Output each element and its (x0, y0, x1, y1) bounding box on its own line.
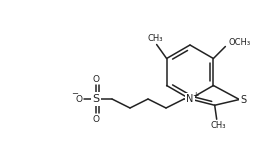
Text: OCH₃: OCH₃ (228, 38, 251, 47)
Text: −: − (72, 89, 78, 98)
Text: O: O (92, 115, 100, 124)
Text: CH₃: CH₃ (211, 121, 227, 130)
Text: S: S (92, 94, 100, 104)
Text: CH₃: CH₃ (148, 34, 163, 43)
Text: O: O (76, 94, 82, 103)
Text: S: S (240, 94, 247, 105)
Text: N: N (186, 94, 194, 104)
Text: O: O (92, 75, 100, 83)
Text: +: + (192, 90, 198, 99)
